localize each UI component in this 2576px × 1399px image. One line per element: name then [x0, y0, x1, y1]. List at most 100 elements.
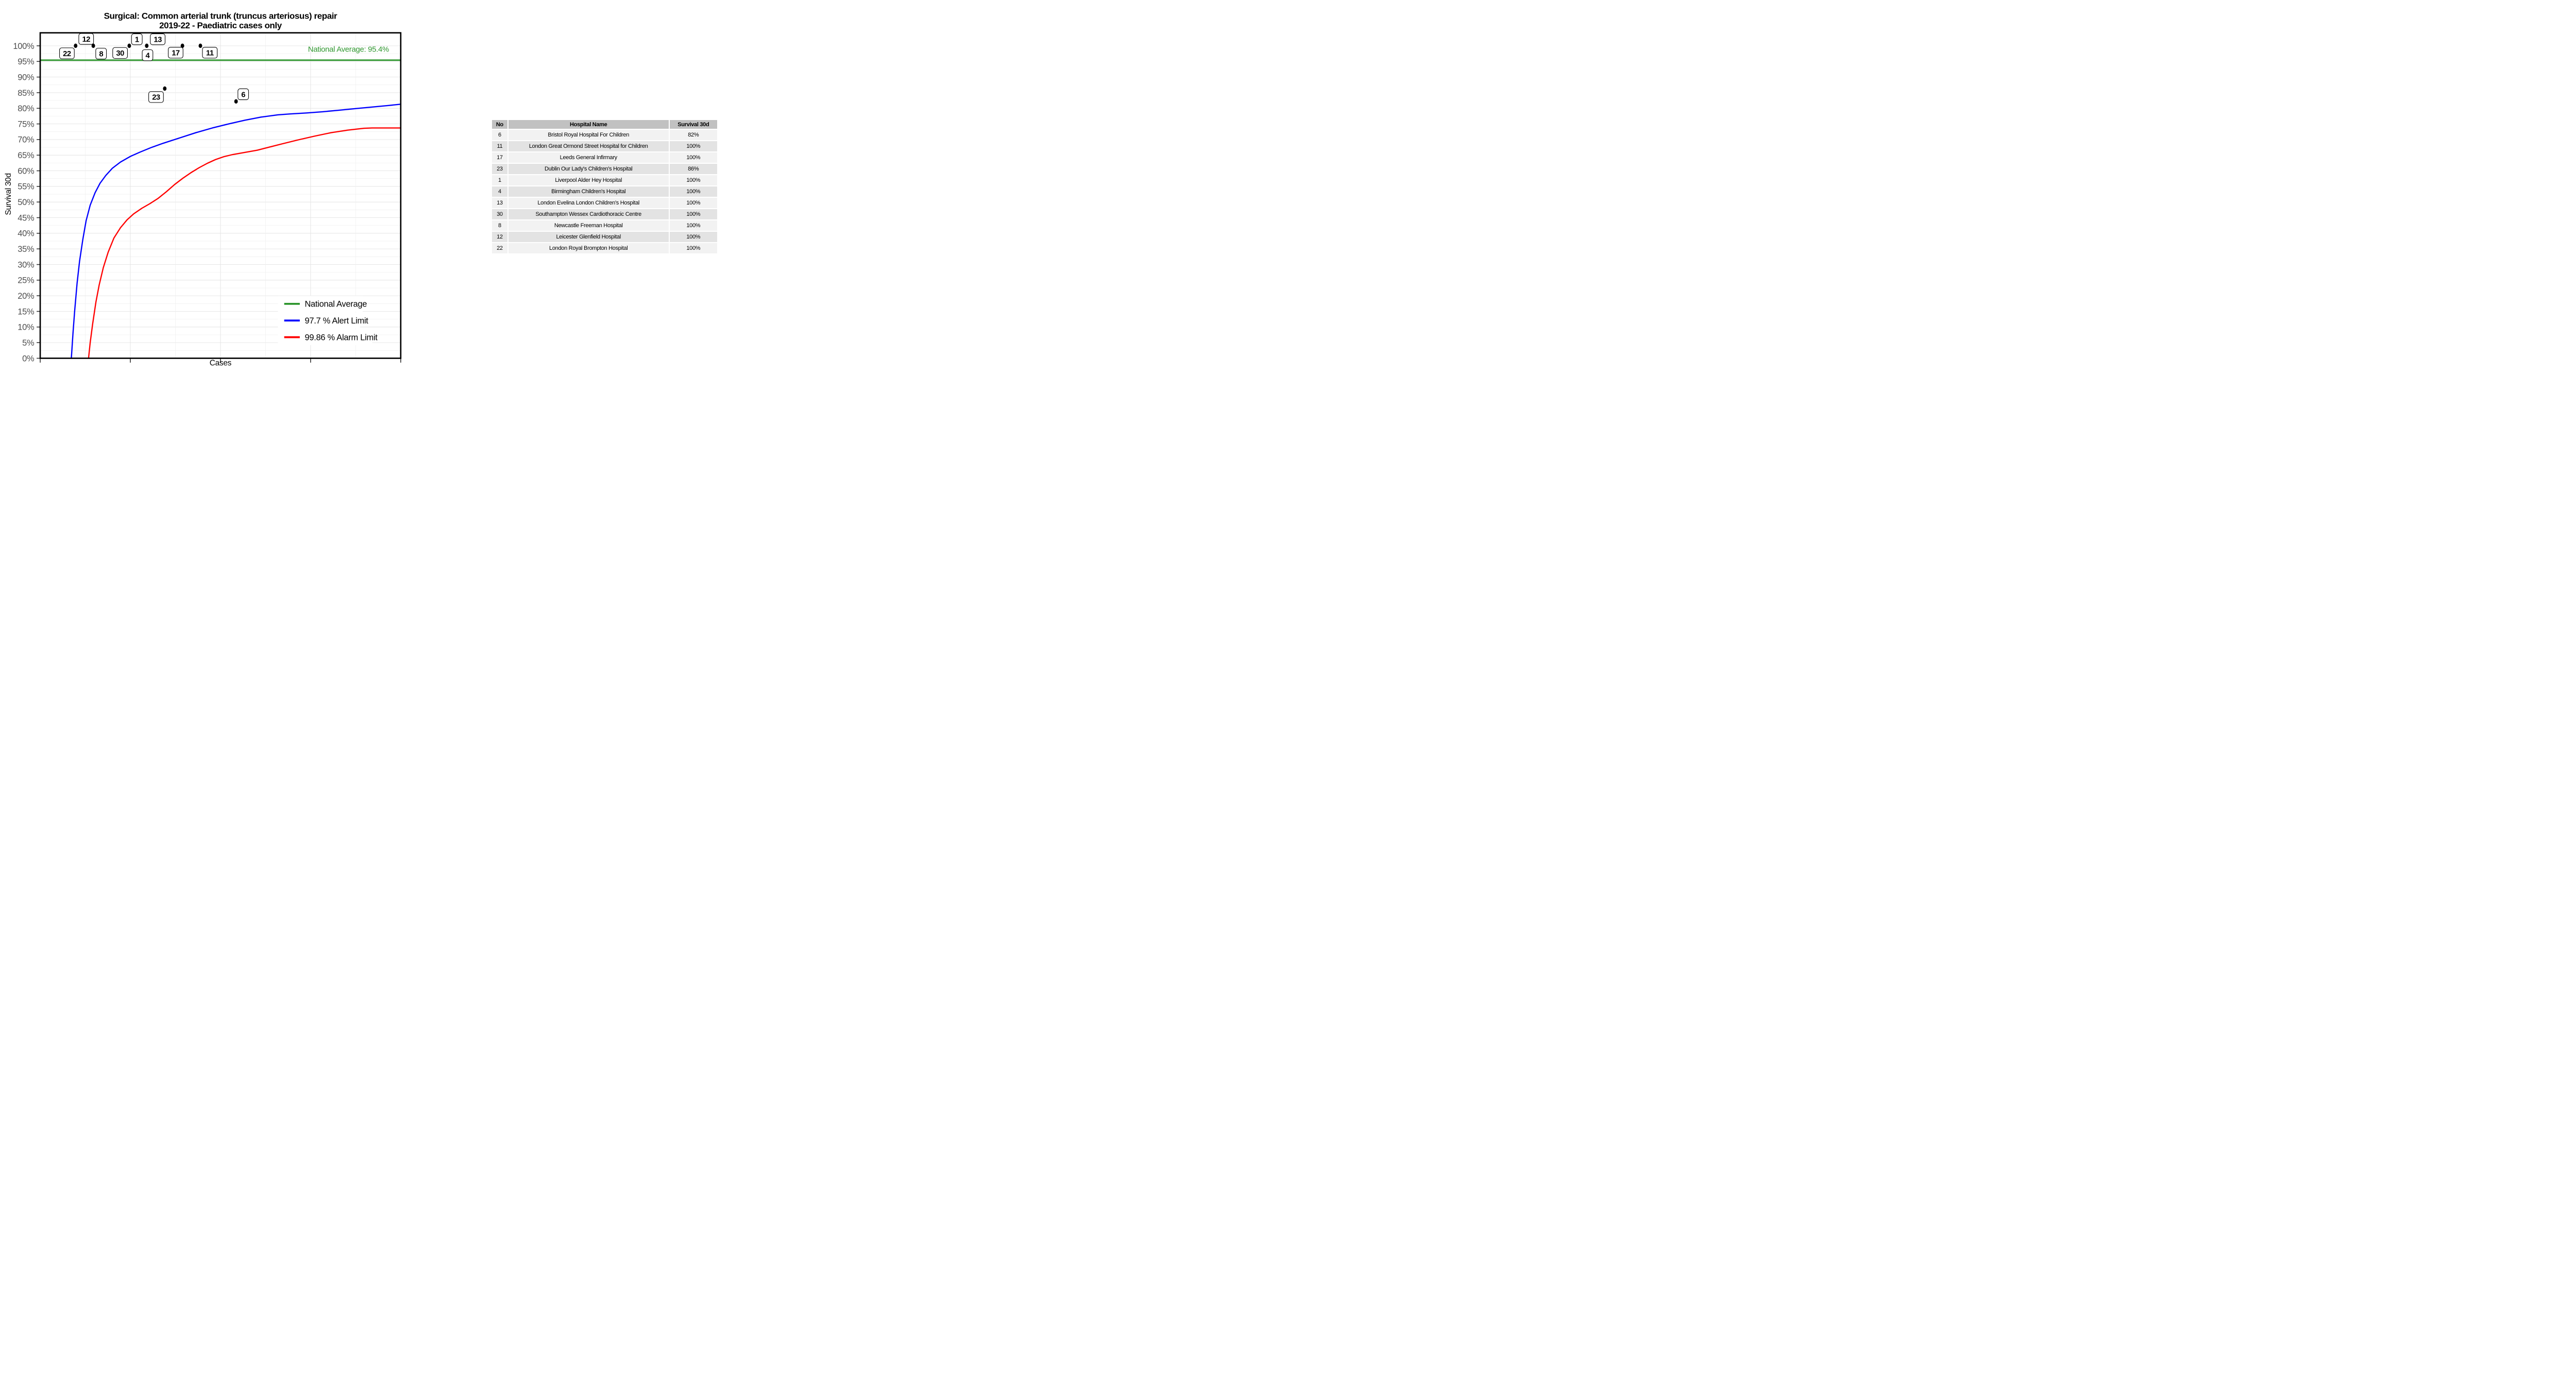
chart-title: Surgical: Common arterial trunk (truncus…	[104, 11, 337, 21]
hospital-name-cell: Bristol Royal Hospital For Children	[508, 130, 669, 140]
table-row: 30 Southampton Wessex Cardiothoracic Cent…	[492, 209, 717, 219]
table-row: 1 Liverpool Alder Hey Hospital 100%	[492, 175, 717, 185]
point-label: 30	[116, 49, 124, 58]
table-row: 11 London Great Ormond Street Hospital fo…	[492, 141, 717, 151]
chart-subtitle: 2019-22 - Paediatric cases only	[159, 21, 282, 30]
y-tick-label: 45%	[18, 213, 35, 223]
hospital-name-cell: Leicester Glenfield Hospital	[508, 232, 669, 242]
hospital-no-cell: 13	[492, 198, 507, 208]
point-label-box	[131, 33, 143, 45]
y-tick-label: 95%	[18, 57, 35, 66]
report-page: 0% 5% 10% 15% 20% 25% 30% 35% 40% 45% 50% 55% 60% 65%…	[0, 0, 808, 371]
hospital-no-cell: 4	[492, 186, 507, 197]
hospital-name-cell: London Evelina London Children's Hospita…	[508, 198, 669, 208]
hospital-no-cell: 17	[492, 152, 507, 163]
y-tick-label: 25%	[18, 276, 35, 285]
column-header-hospital-name: Hospital Name	[508, 120, 669, 129]
alarm-limit-curve	[88, 127, 402, 359]
y-tick-label: 10%	[18, 323, 35, 332]
hospital-name-cell: London Royal Brompton Hospital	[508, 243, 669, 253]
point-label: 13	[154, 36, 162, 44]
hospital-no-cell: 8	[492, 220, 507, 231]
survival-cell: 100%	[669, 232, 717, 242]
point-label-box	[150, 33, 165, 45]
point-label-box	[112, 47, 128, 59]
y-tick-label: 65%	[18, 151, 35, 160]
hospital-point	[163, 86, 167, 91]
hospital-point	[91, 43, 95, 48]
survival-cell: 100%	[669, 220, 717, 231]
legend-label: 97.7 % Alert Limit	[304, 316, 368, 326]
point-label-box	[238, 88, 249, 100]
column-header-survival-30d: Survival 30d	[669, 120, 717, 129]
y-tick-label: 80%	[18, 104, 35, 113]
point-label: 11	[206, 49, 214, 58]
hospital-point	[74, 43, 78, 48]
survival-cell: 100%	[669, 243, 717, 253]
hospital-no-cell: 23	[492, 164, 507, 174]
hospital-no-cell: 11	[492, 141, 507, 151]
survival-cell: 100%	[669, 186, 717, 197]
survival-cell: 100%	[669, 175, 717, 185]
hospital-name-cell: Birmingham Children's Hospital	[508, 186, 669, 197]
point-label-box	[59, 47, 75, 59]
hospital-point	[127, 43, 131, 48]
point-label-box	[142, 49, 154, 61]
funnel-chart: 0% 5% 10% 15% 20% 25% 30% 35% 40% 45% 50% 55% 60% 65%…	[4, 11, 402, 367]
y-tick-label: 100%	[13, 42, 35, 51]
point-label: 12	[82, 36, 91, 44]
survival-cell: 100%	[669, 209, 717, 219]
point-label: 4	[146, 52, 150, 60]
hospital-point	[145, 43, 149, 48]
y-tick-label: 50%	[18, 198, 35, 207]
table-row: 8 Newcastle Freeman Hospital 100%	[492, 220, 717, 231]
y-tick-label: 85%	[18, 89, 35, 98]
hospital-point	[198, 43, 202, 48]
y-tick-label: 40%	[18, 229, 35, 238]
y-tick-label: 0%	[22, 354, 35, 363]
hospital-no-cell: 12	[492, 232, 507, 242]
hospital-no-cell: 22	[492, 243, 507, 253]
hospital-name-cell: Dublin Our Lady's Children's Hospital	[508, 164, 669, 174]
y-tick-label: 15%	[18, 307, 35, 316]
legend-label: 99.86 % Alarm Limit	[304, 333, 378, 342]
y-tick-label: 20%	[18, 292, 35, 301]
hospital-no-cell: 1	[492, 175, 507, 185]
table-row: 22 London Royal Brompton Hospital 100%	[492, 243, 717, 253]
table-row: 13 London Evelina London Children's Hospi…	[492, 198, 717, 208]
point-label-box	[168, 47, 183, 59]
point-label: 1	[135, 36, 139, 44]
hospital-name-cell: London Great Ormond Street Hospital for …	[508, 141, 669, 151]
hospital-point	[234, 99, 238, 104]
y-tick-label: 35%	[18, 245, 35, 254]
point-label: 23	[152, 94, 160, 102]
table-row: 6 Bristol Royal Hospital For Children 82%	[492, 130, 717, 140]
hospital-no-cell: 30	[492, 209, 507, 219]
y-tick-label: 70%	[18, 135, 35, 145]
point-label-box	[148, 91, 164, 103]
y-tick-label: 90%	[18, 73, 35, 82]
point-label: 8	[99, 50, 103, 58]
table-header: No Hospital Name Survival 30d	[492, 120, 717, 129]
survival-cell: 100%	[669, 198, 717, 208]
alert-limit-curve	[71, 104, 402, 359]
point-label: 6	[241, 91, 245, 99]
y-axis-title: Survival 30d	[4, 173, 13, 215]
point-label: 22	[63, 50, 71, 58]
point-label-box	[202, 47, 218, 59]
table-row: 23 Dublin Our Lady's Children's Hospital 8…	[492, 164, 717, 174]
hospital-no-cell: 6	[492, 130, 507, 140]
point-label-box	[95, 47, 107, 60]
y-tick-label: 30%	[18, 260, 35, 269]
survival-cell: 100%	[669, 152, 717, 163]
national-average-annotation: National Average: 95.4%	[308, 45, 389, 54]
hospital-name-cell: Southampton Wessex Cardiothoracic Centre	[508, 209, 669, 219]
x-axis-title: Cases	[210, 359, 232, 367]
point-label-box	[78, 33, 94, 45]
column-header-no: No	[492, 120, 507, 129]
plot-frame	[39, 32, 402, 359]
y-tick-label: 75%	[18, 120, 35, 129]
survival-cell: 100%	[669, 141, 717, 151]
y-tick-label: 60%	[18, 166, 35, 176]
table-row: 4 Birmingham Children's Hospital 100%	[492, 186, 717, 197]
